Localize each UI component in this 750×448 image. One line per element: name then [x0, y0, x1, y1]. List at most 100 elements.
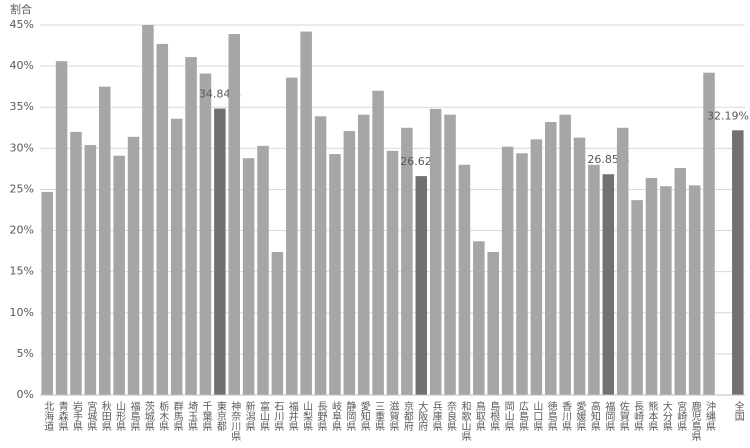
bar [573, 137, 586, 395]
bar [688, 185, 701, 395]
bar [703, 72, 715, 395]
bar [98, 86, 111, 396]
x-tick-label: 秋田県 [99, 400, 111, 432]
x-tick-label: 福岡県 [603, 400, 615, 432]
y-tick-label: 25% [10, 182, 34, 195]
bar [645, 177, 658, 395]
x-tick-label: 京都府 [401, 400, 413, 432]
x-tick-label: 千葉県 [200, 401, 212, 432]
y-tick-label: 45% [10, 18, 34, 31]
bar [55, 61, 68, 396]
bar [473, 241, 485, 395]
bar [228, 34, 240, 396]
x-tick-label: 滋賀県 [387, 400, 399, 432]
bar [487, 251, 499, 395]
bar [300, 31, 312, 395]
x-tick-label: 山形県 [114, 401, 126, 432]
x-tick-label: 岡山県 [502, 401, 514, 432]
bar [674, 168, 687, 395]
x-tick-label: 鹿児島県 [689, 400, 701, 442]
bar [271, 251, 284, 395]
bar [199, 73, 212, 395]
x-tick-label: 岐阜県 [329, 400, 341, 432]
bar [286, 77, 298, 395]
x-tick-label: 島根県 [488, 400, 500, 432]
x-tick-label: 静岡県 [344, 400, 356, 432]
x-tick-label: 和歌山県 [459, 401, 471, 442]
y-tick-label: 10% [10, 306, 34, 319]
bar [545, 122, 557, 396]
y-tick-label: 40% [10, 59, 34, 72]
bar [458, 164, 471, 395]
bar [156, 43, 169, 396]
y-tick-label: 35% [10, 100, 34, 113]
x-tick-label: 宮城県 [85, 400, 97, 432]
bar [70, 131, 82, 395]
bar [429, 108, 442, 395]
bar [501, 146, 514, 395]
bar [127, 136, 140, 396]
bar [170, 118, 183, 395]
bar [329, 154, 341, 395]
x-tick-label: 熊本県 [646, 400, 658, 432]
value-label: 32.19% [707, 109, 749, 122]
bar [142, 25, 154, 395]
bar [314, 116, 327, 396]
y-tick-label: 30% [10, 141, 34, 154]
bar [516, 153, 528, 395]
y-tick-label: 20% [10, 224, 34, 237]
bar [214, 108, 226, 395]
x-tick-label: 岩手県 [70, 400, 82, 432]
x-tick-label: 富山県 [258, 400, 270, 432]
x-tick-label: 長野県 [315, 401, 327, 432]
bar [602, 174, 615, 395]
x-tick-label: 徳島県 [545, 400, 557, 432]
x-tick-label: 新潟県 [243, 400, 255, 432]
x-tick-label: 石川県 [272, 401, 284, 432]
x-tick-label: 栃木県 [157, 400, 169, 432]
x-tick-label: 大分県 [660, 400, 672, 432]
bar [41, 191, 53, 395]
bar [84, 145, 97, 395]
x-tick-label: 兵庫県 [430, 400, 442, 432]
x-tick-label: 愛媛県 [574, 400, 586, 432]
x-tick-label: 青森県 [56, 400, 68, 432]
x-tick-label: 広島県 [516, 400, 528, 432]
x-tick-label: 神奈川県 [229, 400, 241, 442]
bar [372, 90, 384, 396]
x-tick-label: 埼玉県 [186, 400, 198, 432]
x-tick-label: 鳥取県 [473, 400, 485, 432]
x-tick-label: 群馬県 [171, 400, 183, 432]
bar [530, 139, 543, 395]
x-tick-label: 福井県 [286, 400, 298, 432]
bar [732, 130, 744, 395]
x-tick-label: 佐賀県 [617, 401, 629, 432]
x-tick-label: 福島県 [128, 400, 140, 432]
bar [343, 131, 356, 396]
x-tick-label: 奈良県 [445, 400, 457, 432]
x-tick-label: 全国 [732, 400, 744, 422]
bar [631, 200, 643, 395]
x-tick-label: 北海道 [42, 401, 54, 431]
x-tick-label: 宮崎県 [675, 400, 687, 432]
bar [357, 114, 370, 395]
x-tick-label: 山口県 [531, 401, 543, 432]
bar [559, 114, 571, 395]
bar [113, 155, 125, 395]
bar [444, 114, 456, 395]
bar [616, 127, 629, 396]
bar [257, 145, 269, 395]
bar [242, 158, 255, 395]
x-tick-label: 東京都 [214, 400, 226, 432]
x-tick-label: 山梨県 [301, 401, 313, 432]
bar [415, 176, 428, 395]
x-tick-label: 長崎県 [632, 401, 644, 432]
y-axis-label: 割合 [10, 2, 32, 16]
bar [185, 57, 197, 396]
x-tick-label: 茨城県 [142, 400, 154, 432]
bar [660, 186, 672, 395]
y-tick-label: 5% [17, 347, 34, 360]
y-tick-label: 0% [17, 388, 34, 401]
bar [588, 164, 600, 395]
